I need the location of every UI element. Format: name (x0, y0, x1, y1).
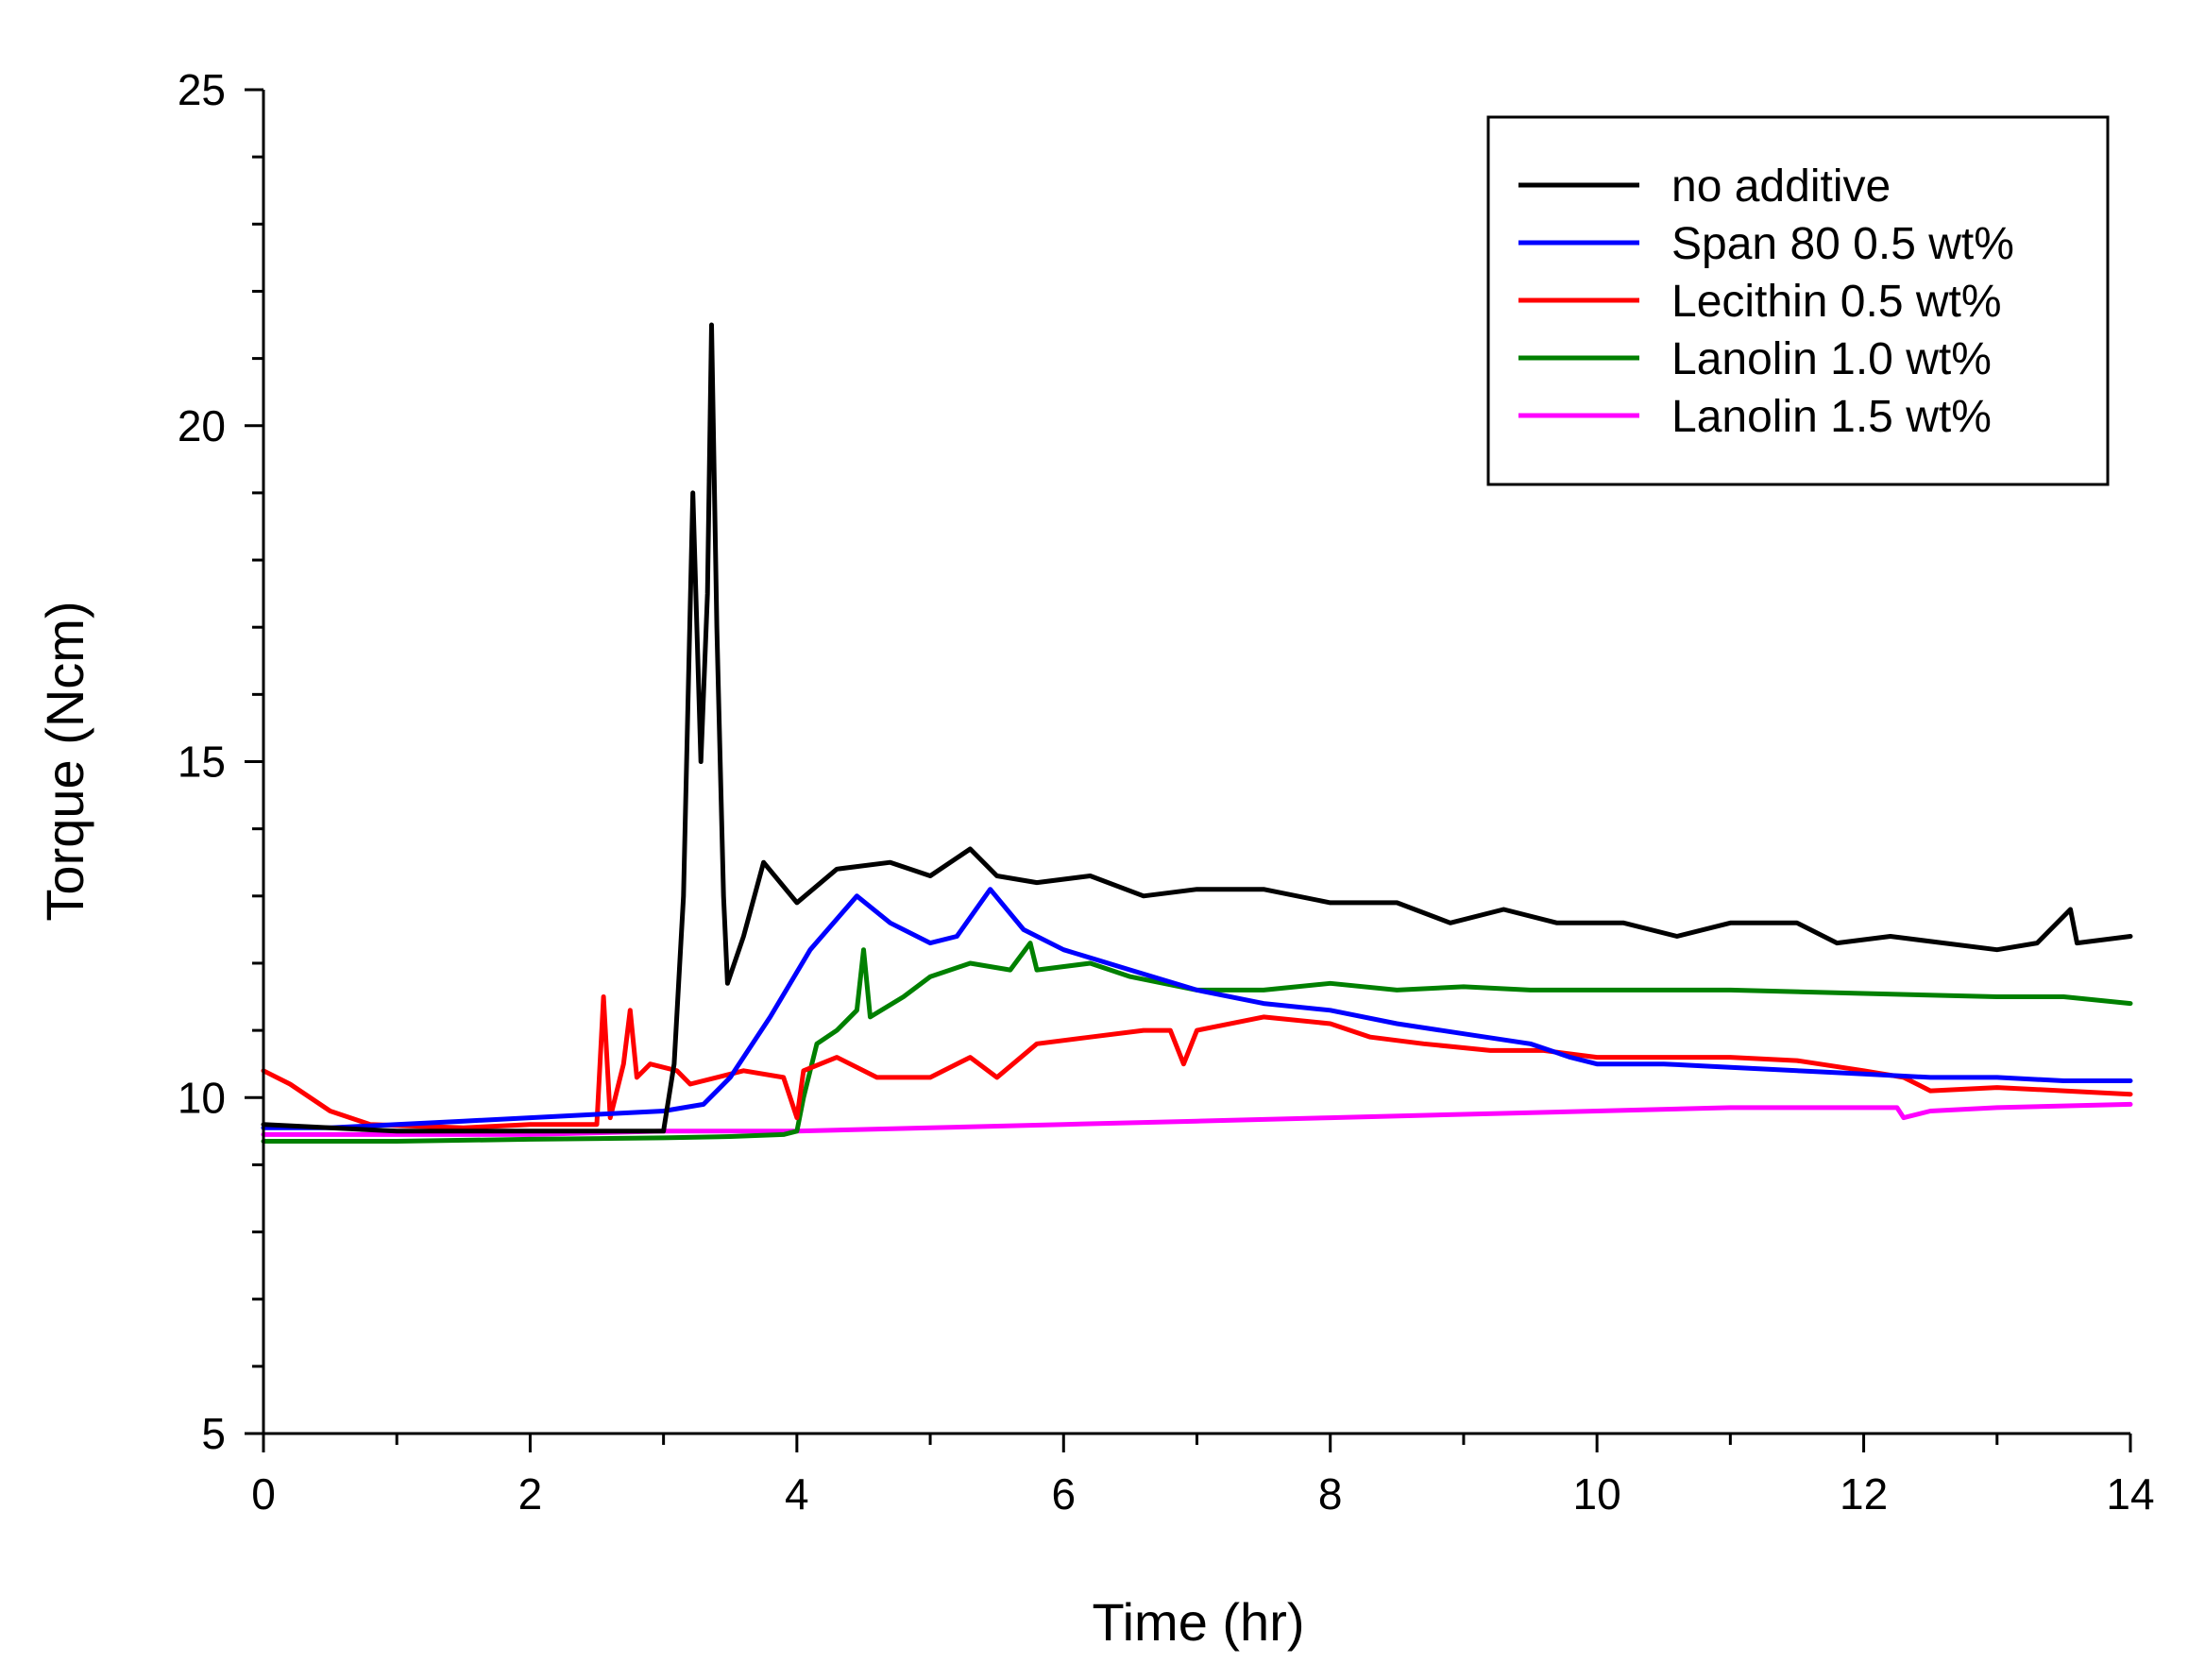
legend-label: Lecithin 0.5 wt% (1671, 277, 2002, 327)
x-tick-label: 2 (518, 1469, 543, 1519)
y-tick-label: 25 (178, 65, 226, 114)
ticks-layer: 0 2 4 6 8 10 12 14 5 10 15 20 25 (178, 65, 2155, 1519)
x-tick-label: 4 (785, 1469, 809, 1519)
x-tick-label: 0 (251, 1469, 276, 1519)
series-line-lecithin-0-5-wt (261, 994, 2133, 1130)
x-tick-label: 10 (1573, 1469, 1621, 1519)
x-tick-label: 6 (1051, 1469, 1076, 1519)
legend: no additive Span 80 0.5 wt% Lecithin 0.5 w… (1486, 115, 2110, 486)
series-line-no-additive (261, 322, 2133, 1134)
series-layer (261, 322, 2133, 1144)
y-tick-label: 10 (178, 1073, 226, 1122)
y-tick-label: 20 (178, 401, 226, 450)
x-tick-label: 14 (2106, 1469, 2154, 1519)
x-tick-label: 8 (1318, 1469, 1343, 1519)
x-axis-title: Time (hr) (1092, 1592, 1304, 1652)
series-line-span-80-0-5-wt (261, 887, 2133, 1130)
legend-items: no additive Span 80 0.5 wt% Lecithin 0.5 w… (1518, 161, 2014, 442)
x-tick-label: 12 (1840, 1469, 1888, 1519)
series-line-lanolin-1-0-wt (261, 941, 2133, 1144)
y-axis-title: Torque (Ncm) (35, 601, 94, 921)
legend-label: Span 80 0.5 wt% (1671, 219, 2014, 269)
legend-label: no additive (1671, 161, 1891, 212)
y-tick-label: 5 (201, 1409, 226, 1458)
y-tick-label: 15 (178, 738, 226, 787)
legend-label: Lanolin 1.0 wt% (1671, 334, 1992, 384)
legend-label: Lanolin 1.5 wt% (1671, 392, 1992, 442)
